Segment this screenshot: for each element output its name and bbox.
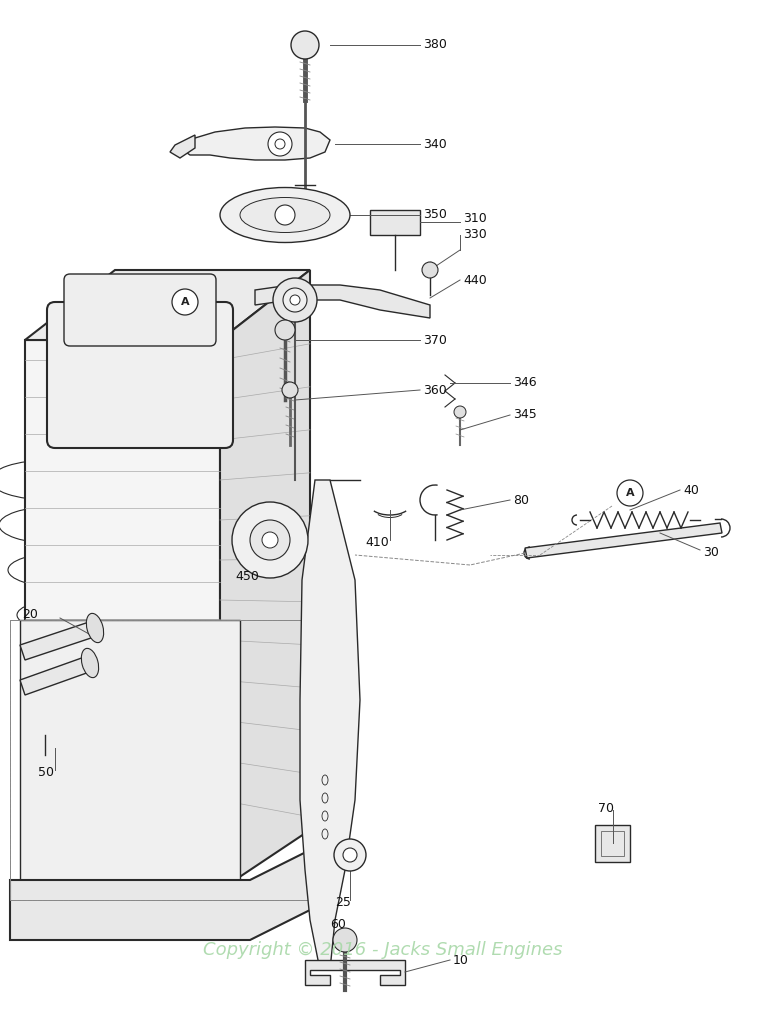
Polygon shape — [595, 825, 630, 862]
Text: 25: 25 — [335, 896, 351, 909]
Circle shape — [422, 262, 438, 278]
Polygon shape — [525, 523, 722, 558]
Polygon shape — [305, 960, 405, 985]
Circle shape — [250, 520, 290, 560]
Polygon shape — [20, 655, 95, 695]
Text: 370: 370 — [423, 333, 447, 346]
Text: 360: 360 — [423, 383, 447, 396]
Text: 440: 440 — [463, 273, 487, 287]
Circle shape — [262, 532, 278, 548]
Text: 70: 70 — [598, 802, 614, 815]
Circle shape — [454, 406, 466, 418]
Text: 450: 450 — [235, 571, 259, 583]
Circle shape — [275, 205, 295, 225]
Polygon shape — [220, 270, 310, 890]
Text: 340: 340 — [423, 137, 447, 150]
Text: A: A — [626, 488, 634, 498]
Text: 10: 10 — [453, 953, 469, 966]
Ellipse shape — [86, 614, 103, 643]
Polygon shape — [300, 480, 360, 970]
Circle shape — [343, 848, 357, 862]
Polygon shape — [336, 929, 354, 951]
Text: 380: 380 — [423, 39, 447, 52]
Circle shape — [268, 132, 292, 156]
Text: 50: 50 — [38, 766, 54, 779]
Polygon shape — [180, 127, 330, 160]
Text: 345: 345 — [513, 408, 537, 422]
Circle shape — [617, 480, 643, 506]
Text: 310: 310 — [463, 212, 487, 226]
Circle shape — [290, 295, 300, 305]
Polygon shape — [25, 270, 310, 340]
Text: 410: 410 — [365, 535, 389, 549]
Text: 40: 40 — [683, 484, 699, 497]
Circle shape — [291, 31, 319, 59]
Text: 330: 330 — [463, 228, 487, 241]
Polygon shape — [255, 285, 430, 318]
Polygon shape — [170, 135, 195, 158]
FancyBboxPatch shape — [47, 302, 233, 448]
Ellipse shape — [220, 188, 350, 243]
Polygon shape — [20, 620, 100, 660]
Text: 20: 20 — [22, 609, 38, 622]
Circle shape — [232, 502, 308, 578]
Circle shape — [273, 278, 317, 322]
Polygon shape — [25, 340, 220, 890]
Text: 60: 60 — [330, 918, 346, 932]
Ellipse shape — [81, 648, 99, 678]
Text: Copyright © 2016 - Jacks Small Engines: Copyright © 2016 - Jacks Small Engines — [203, 941, 563, 959]
Circle shape — [275, 139, 285, 149]
Circle shape — [334, 839, 366, 871]
Circle shape — [333, 928, 357, 952]
Text: 346: 346 — [513, 377, 536, 389]
Text: 80: 80 — [513, 494, 529, 507]
Circle shape — [172, 289, 198, 315]
Text: A: A — [181, 297, 189, 307]
Polygon shape — [370, 210, 420, 235]
Text: 350: 350 — [423, 208, 447, 221]
Text: 30: 30 — [703, 547, 719, 560]
Circle shape — [282, 382, 298, 398]
Circle shape — [283, 288, 307, 312]
Circle shape — [275, 320, 295, 340]
Polygon shape — [10, 840, 330, 940]
Polygon shape — [20, 620, 240, 900]
FancyBboxPatch shape — [64, 274, 216, 346]
Ellipse shape — [240, 197, 330, 233]
